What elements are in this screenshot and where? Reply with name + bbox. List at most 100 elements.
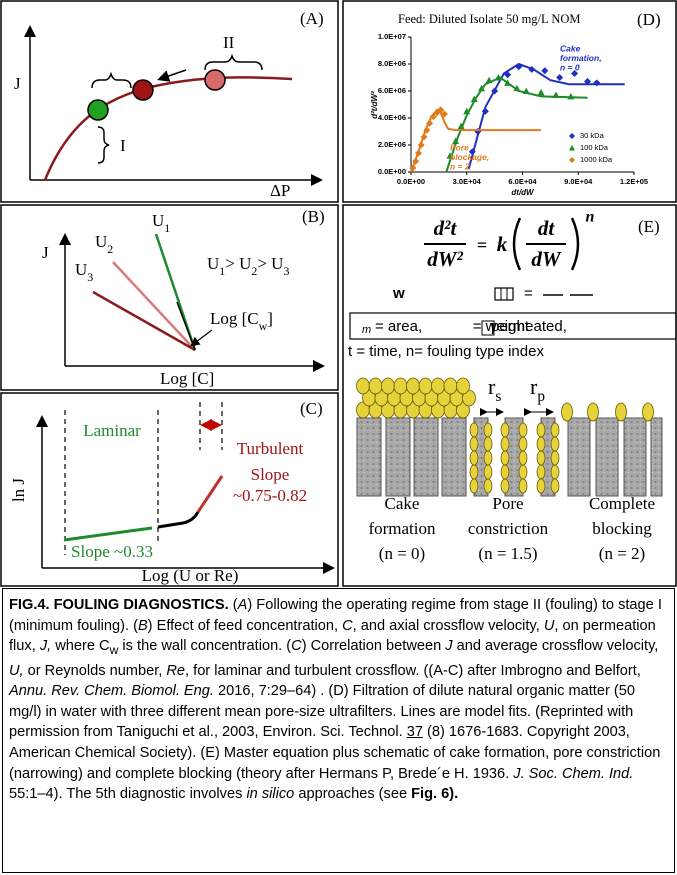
foulant bbox=[588, 403, 599, 421]
foulant bbox=[537, 465, 545, 479]
caption-text: , for laminar and turbulent crossflow. (… bbox=[185, 663, 641, 679]
foulant bbox=[357, 378, 370, 394]
legend-marker bbox=[569, 145, 575, 151]
x-axis-label: ΔP bbox=[270, 181, 290, 200]
foulant bbox=[551, 451, 559, 465]
stage-label: I bbox=[120, 136, 126, 155]
caption-text: Fig. 6). bbox=[411, 786, 458, 802]
x-tick-label: 0.0E+00 bbox=[397, 177, 425, 186]
caption-text: 55:1–4). The 5th diagnostic involves bbox=[9, 786, 246, 802]
data-point bbox=[538, 89, 545, 96]
foulant bbox=[484, 465, 492, 479]
text-part: 1 bbox=[164, 221, 170, 235]
stage-label: II bbox=[223, 33, 235, 52]
foulant bbox=[501, 465, 509, 479]
panel-label: (A) bbox=[300, 9, 324, 28]
definition: t = time, n= fouling type index bbox=[348, 343, 544, 360]
text-part: p bbox=[537, 388, 545, 405]
foulant bbox=[519, 465, 527, 479]
foulant bbox=[501, 479, 509, 493]
data-point bbox=[418, 142, 425, 149]
caption-text: ( bbox=[229, 597, 238, 613]
concentration-label: Log [Cw] bbox=[210, 309, 273, 333]
definition: m bbox=[362, 324, 371, 336]
caption-text: Annu. Rev. Chem. Biomol. Eng. bbox=[9, 683, 214, 699]
panel-label: (D) bbox=[637, 10, 661, 29]
foulant bbox=[551, 437, 559, 451]
caption-text: B bbox=[138, 618, 148, 634]
x-tick-label: 1.2E+05 bbox=[620, 177, 648, 186]
text-part: > U bbox=[225, 254, 251, 273]
y-tick-label: 1.0E+07 bbox=[378, 32, 406, 41]
foulant bbox=[470, 465, 478, 479]
foulant bbox=[551, 423, 559, 437]
data-point bbox=[486, 77, 493, 84]
foulant bbox=[382, 378, 395, 394]
caption-text: FIG.4. FOULING DIAGNOSTICS. bbox=[9, 597, 229, 613]
foulant bbox=[484, 451, 492, 465]
y-axis-label: d²t/dW² bbox=[370, 91, 379, 119]
x-axis-label: Log [C] bbox=[160, 369, 214, 388]
radius-label: rs bbox=[488, 374, 501, 405]
caption-text: , and axial crossflow velocity, bbox=[353, 618, 544, 634]
caption-text: C bbox=[342, 618, 353, 634]
text-part: 3 bbox=[283, 264, 289, 278]
foulant bbox=[407, 378, 420, 394]
foulant bbox=[616, 403, 627, 421]
slope-label: Slope bbox=[251, 465, 290, 484]
caption-text: J bbox=[445, 638, 452, 654]
mechanism-label: constriction bbox=[468, 519, 549, 538]
line-label: U2 bbox=[95, 232, 113, 256]
foulant bbox=[519, 437, 527, 451]
caption: FIG.4. FOULING DIAGNOSTICS. (A) Followin… bbox=[2, 588, 675, 873]
foulant bbox=[369, 378, 382, 394]
panel-label: (C) bbox=[300, 399, 323, 418]
caption-text: 37 bbox=[407, 724, 423, 740]
panel-label: (E) bbox=[638, 217, 660, 236]
legend-label: 30 kDa bbox=[580, 131, 605, 140]
foulant bbox=[470, 423, 478, 437]
text-part: 3 bbox=[87, 270, 93, 284]
annotation: Pore bbox=[450, 142, 469, 152]
foulant bbox=[519, 423, 527, 437]
annotation: blockage, bbox=[450, 152, 489, 162]
foulant bbox=[470, 437, 478, 451]
text-part: U bbox=[95, 232, 107, 251]
equation: n bbox=[586, 209, 595, 226]
y-axis-label: ln J bbox=[9, 478, 28, 502]
text-part: U bbox=[152, 211, 164, 230]
symbol: w bbox=[392, 285, 405, 302]
foulant bbox=[643, 403, 654, 421]
y-tick-label: 2.0E+06 bbox=[378, 140, 406, 149]
regime-label: Turbulent bbox=[237, 439, 304, 458]
text-part: ] bbox=[267, 309, 273, 328]
caption-text: and average crossflow velocity, bbox=[453, 638, 659, 654]
line-label: U3 bbox=[75, 260, 93, 284]
annotation: formation, bbox=[560, 53, 602, 63]
foulant bbox=[519, 479, 527, 493]
equation: d²t bbox=[434, 216, 458, 240]
mechanism-label: Complete bbox=[589, 494, 655, 513]
caption-text: U, bbox=[9, 663, 24, 679]
caption-text: C bbox=[291, 638, 302, 654]
foulant bbox=[484, 479, 492, 493]
x-tick-label: 3.0E+04 bbox=[453, 177, 482, 186]
foulant bbox=[537, 451, 545, 465]
equation: dW bbox=[531, 247, 562, 271]
caption-text: U bbox=[544, 618, 555, 634]
caption-text: J, bbox=[40, 638, 51, 654]
slope-label: Slope ~0.33 bbox=[71, 542, 153, 561]
caption-text: ) Effect of feed concentration, bbox=[148, 618, 342, 634]
mechanism-label: Pore bbox=[492, 494, 523, 513]
text-part: Log [C bbox=[210, 309, 259, 328]
mechanism-label: formation bbox=[368, 519, 436, 538]
relation: U1> U2> U3 bbox=[207, 254, 289, 278]
regime-label: Laminar bbox=[83, 421, 141, 440]
caption-text: ) Correlation between bbox=[302, 638, 446, 654]
foulant bbox=[484, 437, 492, 451]
mechanism-label: (n = 1.5) bbox=[478, 544, 537, 563]
y-axis-label: J bbox=[42, 243, 49, 262]
foulant bbox=[394, 378, 407, 394]
foulant bbox=[432, 378, 445, 394]
caption-text: Re bbox=[166, 663, 185, 679]
